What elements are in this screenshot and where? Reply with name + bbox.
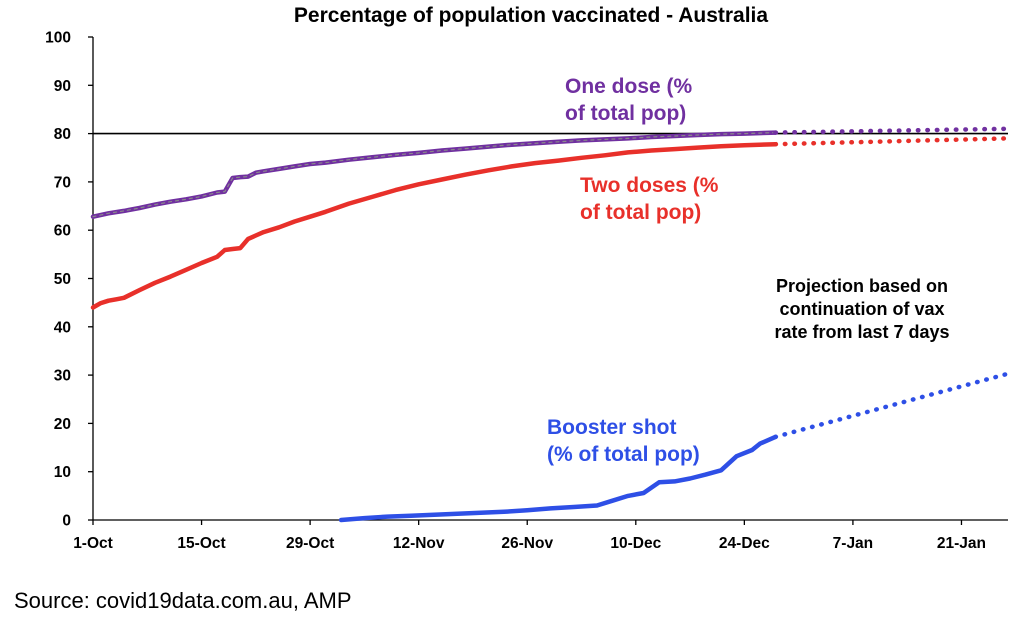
x-tick-label: 15-Oct: [177, 535, 225, 552]
x-tick-label: 21-Jan: [937, 535, 986, 552]
label-two-doses-line1: Two doses (%: [580, 174, 719, 197]
y-tick-label: 40: [54, 319, 71, 336]
y-tick-label: 60: [54, 223, 71, 240]
x-tick-label: 10-Dec: [610, 535, 661, 552]
x-tick-label: 7-Jan: [833, 535, 874, 552]
chart-axes: 0 10 20 30 40 50 60 70 80 90 100 1-Oct 15-Oct 29-Oct 1…: [45, 30, 1008, 552]
source-note: Source: covid19data.com.au, AMP: [14, 588, 352, 613]
y-tick-label: 20: [54, 416, 71, 433]
series-layer: [90, 126, 1011, 523]
x-tick-label: 24-Dec: [719, 535, 770, 552]
series-line-one-dose: [90, 130, 778, 219]
projection-line-two-doses: [773, 136, 1011, 147]
x-tick-label: 1-Oct: [73, 535, 113, 552]
label-booster-line1: Booster shot: [547, 416, 677, 439]
chart-title: Percentage of population vaccinated - Au…: [294, 4, 768, 27]
y-tick-label: 80: [54, 126, 71, 143]
x-tick-label: 29-Oct: [286, 535, 334, 552]
x-tick-label: 26-Nov: [501, 535, 553, 552]
y-tick-label: 70: [54, 174, 71, 191]
series-line-two-doses: [90, 141, 778, 310]
y-tick-label: 50: [54, 271, 71, 288]
projection-note-line3: rate from last 7 days: [774, 322, 949, 342]
y-tick-label: 0: [62, 513, 71, 530]
label-booster-line2: (% of total pop): [547, 443, 700, 466]
label-two-doses-line2: of total pop): [580, 201, 701, 224]
y-tick-label: 30: [54, 368, 71, 385]
series-line-booster: [338, 434, 778, 523]
y-tick-label: 90: [54, 78, 71, 95]
label-one-dose-line1: One dose (%: [565, 75, 693, 98]
projection-line-one-dose: [773, 126, 1011, 135]
series-labels: One dose (% of total pop) Two doses (% o…: [547, 75, 950, 466]
y-tick-label: 100: [45, 30, 71, 47]
projection-line-booster: [773, 371, 1011, 440]
projection-note-line1: Projection based on: [776, 276, 948, 296]
x-tick-label: 12-Nov: [393, 535, 445, 552]
label-one-dose-line2: of total pop): [565, 102, 686, 125]
y-tick-label: 10: [54, 464, 71, 481]
projection-note-line2: continuation of vax: [779, 299, 944, 319]
